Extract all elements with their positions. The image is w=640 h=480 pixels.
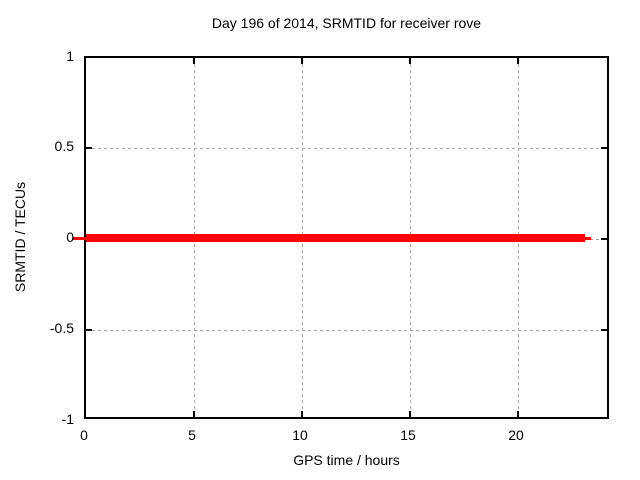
y-tick-label-1: 1 (66, 48, 74, 64)
srmtid-line-left-cap (73, 237, 86, 240)
tick-x-top-10 (301, 58, 303, 64)
tick-y-left-0.5 (86, 147, 92, 149)
x-tick-label-15: 15 (400, 427, 416, 443)
tick-y-right-0 (601, 238, 607, 240)
y-tick-label-0: 0 (66, 229, 74, 245)
x-tick-label-10: 10 (292, 427, 308, 443)
tick-x-bottom-15 (409, 411, 411, 417)
tick-x-top-20 (517, 58, 519, 64)
y-tick-label--0.5: -0.5 (49, 320, 74, 336)
srmtid-data-line (86, 234, 585, 242)
x-tick-label-20: 20 (508, 427, 524, 443)
tick-x-top-15 (409, 58, 411, 64)
x-tick-label-5: 5 (188, 427, 196, 443)
y-axis-label: SRMTID / TECUs (12, 181, 28, 293)
x-tick-label-0: 0 (80, 427, 88, 443)
srmtid-line-right-cap (585, 237, 591, 240)
chart-title: Day 196 of 2014, SRMTID for receiver rov… (211, 15, 482, 31)
tick-x-bottom-20 (517, 411, 519, 417)
y-tick-label--1: -1 (61, 411, 74, 427)
y-tick-label-0.5: 0.5 (54, 138, 74, 154)
tick-y-right--0.5 (601, 329, 607, 331)
x-axis-label: GPS time / hours (293, 452, 400, 468)
plot-area (73, 56, 609, 419)
gridline-y--0.5 (86, 330, 607, 331)
tick-x-bottom-5 (193, 411, 195, 417)
tick-y-left--0.5 (86, 329, 92, 331)
tick-x-bottom-10 (301, 411, 303, 417)
tick-y-right-0.5 (601, 147, 607, 149)
tick-x-top-5 (193, 58, 195, 64)
gridline-y-0.5 (86, 148, 607, 149)
